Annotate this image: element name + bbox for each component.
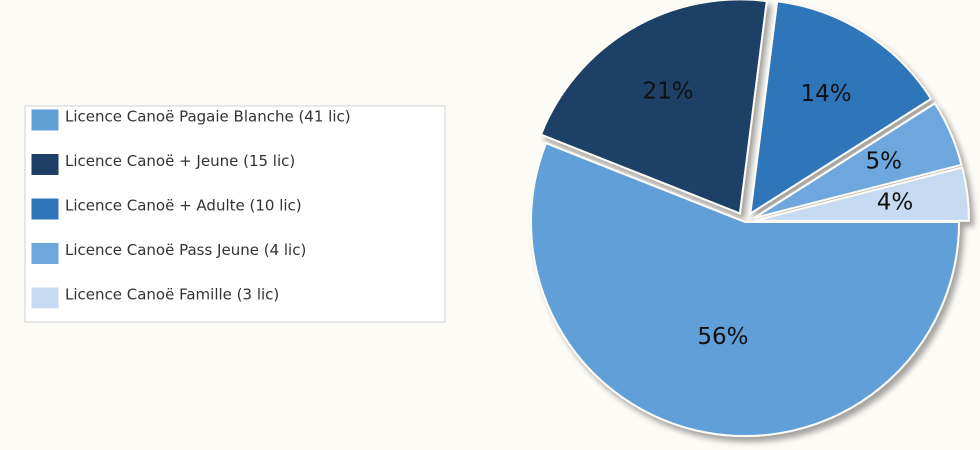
slice-label: 4% bbox=[877, 190, 914, 216]
slice-label: 21% bbox=[642, 78, 693, 104]
legend-label: Licence Canoë Famille (3 lic) bbox=[65, 286, 279, 304]
slice-label: 14% bbox=[800, 81, 851, 107]
pie bbox=[530, 0, 970, 437]
pie-slice bbox=[539, 0, 768, 215]
slice-label: 56% bbox=[697, 324, 748, 350]
legend-label: Licence Canoë Pass Jeune (4 lic) bbox=[65, 241, 306, 259]
legend-swatch bbox=[30, 153, 60, 176]
legend-label: Licence Canoë + Jeune (15 lic) bbox=[65, 152, 295, 170]
pie-slice bbox=[749, 0, 933, 216]
pie-slice bbox=[530, 141, 961, 437]
legend-swatch bbox=[30, 286, 60, 310]
legend-label: Licence Canoë Pagaie Blanche (41 lic) bbox=[65, 108, 351, 126]
legend-label: Licence Canoë + Adulte (10 lic) bbox=[65, 197, 302, 215]
pie-slice bbox=[753, 101, 963, 219]
legend-swatch bbox=[30, 242, 60, 265]
slice-label: 5% bbox=[866, 148, 903, 174]
legend-swatch bbox=[30, 197, 60, 221]
legend-box bbox=[24, 105, 446, 323]
legend-swatch bbox=[30, 108, 60, 132]
pie-slice bbox=[754, 166, 970, 222]
